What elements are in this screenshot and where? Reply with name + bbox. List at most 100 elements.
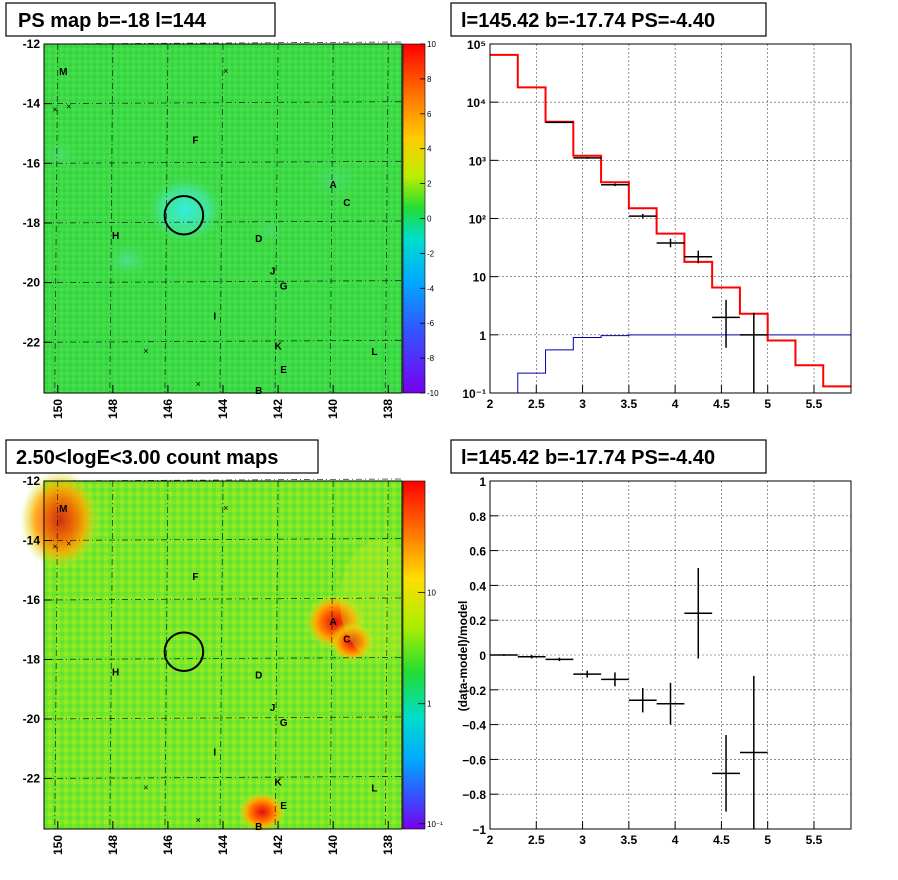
- cm-source-label-g: G: [280, 718, 288, 729]
- ps-source-cross: ×: [196, 379, 201, 389]
- cm-grid-meridian: [384, 480, 389, 830]
- ps-source-cross: ×: [66, 102, 71, 112]
- residual-x-tick-label: 2.5: [528, 833, 545, 847]
- residual-y-tick-label: 0.6: [469, 545, 486, 559]
- residual-data-point: [684, 568, 713, 659]
- cm-grid-meridian: [274, 480, 279, 830]
- cm-y-tick-label: -20: [23, 712, 41, 726]
- residual-x-tick-label: 3: [579, 833, 586, 847]
- residual-data-point: [739, 675, 768, 829]
- cm-source-label-a: A: [330, 617, 337, 628]
- residual-title-box: l=145.42 b=-17.74 PS=-4.40: [450, 439, 767, 474]
- ps-grid-meridian: [219, 43, 224, 394]
- residual-x-ticks: 2 2.5 3 3.5 4 4.5 5 5.5: [487, 821, 823, 847]
- cm-y-tick-label: -22: [23, 771, 41, 785]
- ps-y-tick-label: -22: [23, 335, 41, 349]
- cm-y-tick-label: -14: [23, 533, 41, 547]
- spectrum-data-point: [712, 299, 740, 348]
- cm-source-cross: ×: [52, 541, 57, 551]
- residual-x-tick-label: 5: [764, 833, 771, 847]
- spectrum-x-tick-label: 2: [487, 397, 494, 411]
- cm-grid-meridian: [329, 480, 334, 830]
- spectrum-y-tick-label: 10⁴: [467, 96, 486, 110]
- cm-grid-meridian: [54, 480, 59, 830]
- ps-source-cross: ×: [52, 105, 57, 115]
- ps-source-label-b: B: [255, 386, 262, 397]
- ps-grid-meridian: [164, 43, 169, 394]
- spectrum-data-points: [545, 121, 768, 393]
- spectrum-data-point: [573, 157, 602, 159]
- ps-map-area: [40, 44, 402, 393]
- spectrum-data-point: [628, 213, 657, 219]
- count-map-source-crosses: × × × × ×: [52, 503, 228, 825]
- residual-y-tick-label: 0: [479, 649, 486, 663]
- spectrum-y-tick-label: 10: [473, 271, 487, 285]
- ps-y-tick-label: -18: [23, 216, 41, 230]
- spectrum-y-tick-label: 10⁻¹: [462, 387, 486, 401]
- residual-data-point: [712, 735, 740, 812]
- ps-source-label-m: M: [59, 67, 67, 78]
- cm-x-tick-label: 144: [216, 835, 230, 855]
- count-colorbar-tick-label: 1: [427, 700, 432, 709]
- spectrum-x-tick-label: 5: [764, 397, 771, 411]
- ps-map-target-circle: [163, 194, 205, 236]
- ps-colorbar-tick-label: -10: [427, 389, 439, 398]
- ps-colorbar-tick-label: 10: [427, 40, 436, 49]
- count-map-source-labels: M F AC H D JG I K L E B: [59, 504, 377, 833]
- spectrum-title: l=145.42 b=-17.74 PS=-4.40: [461, 10, 715, 32]
- cm-source-label-m: M: [59, 504, 67, 515]
- spectrum-data-point: [601, 183, 629, 187]
- ps-x-tick-label: 150: [51, 399, 65, 419]
- ps-source-label-f: F: [192, 135, 198, 146]
- ps-map-colorbar: 10 8 6 4 2 0 -2 -4 -6 -8 -10: [402, 40, 439, 398]
- spectrum-x-tick-label: 3.5: [621, 397, 638, 411]
- cm-source-cross: ×: [223, 503, 228, 513]
- ps-map-source-crosses: × × × × ×: [52, 66, 228, 389]
- residual-y-tick-label: 0.4: [469, 579, 486, 593]
- ps-x-tick-label: 140: [326, 399, 340, 419]
- ps-map-title: PS map b=-18 l=144: [18, 10, 207, 32]
- residual-data-points: [490, 568, 768, 829]
- ps-source-label-k: K: [274, 341, 282, 352]
- cm-source-label-k: K: [274, 777, 282, 788]
- spectrum-data-point: [684, 250, 713, 264]
- ps-grid-meridian: [384, 43, 389, 394]
- cm-x-tick-label: 140: [326, 835, 340, 855]
- ps-source-label-e: E: [280, 365, 287, 376]
- ps-grid-meridian: [109, 43, 114, 394]
- cm-x-tick-label: 138: [381, 835, 395, 855]
- spectrum-x-tick-label: 4.5: [713, 397, 730, 411]
- spectrum-x-tick-label: 3: [579, 397, 586, 411]
- ps-map-title-box: PS map b=-18 l=144: [5, 2, 276, 37]
- cm-y-tick-label: -18: [23, 652, 41, 666]
- residual-y-tick-label: −0.4: [462, 719, 486, 733]
- residual-grid: [490, 481, 851, 829]
- cm-x-tick-label: 146: [161, 835, 175, 855]
- ps-colorbar-tick-label: 0: [427, 215, 432, 224]
- ps-x-tick-label: 142: [271, 399, 285, 419]
- spectrum-x-tick-label: 4: [672, 397, 679, 411]
- cm-source-label-i: I: [213, 748, 216, 759]
- count-map-panel: M F AC H D JG I K L E B × × × × × 150 148 146 144 142 140 13…: [5, 439, 443, 855]
- ps-colorbar-tick-label: -8: [427, 354, 435, 363]
- ps-source-cross: ×: [223, 66, 228, 76]
- cm-grid-meridian: [109, 480, 114, 830]
- count-map-title: 2.50<logE<3.00 count maps: [16, 447, 278, 469]
- count-map-target-circle: [163, 631, 205, 673]
- residual-panel: 2 2.5 3 3.5 4 4.5 5 5.5 −1 −0.8 −0.6 −0.4 −0.2 0 0.2 0…: [450, 439, 852, 847]
- cm-grid-meridian: [164, 480, 169, 830]
- ps-map-coordinate-grid: [43, 41, 403, 394]
- residual-y-tick-label: −0.8: [462, 788, 486, 802]
- ps-x-tick-label: 144: [216, 399, 230, 419]
- ps-colorbar-tick-label: -4: [427, 284, 435, 293]
- ps-grid-meridian: [274, 43, 279, 394]
- cm-source-cross: ×: [143, 782, 148, 792]
- spectrum-title-box: l=145.42 b=-17.74 PS=-4.40: [450, 2, 767, 37]
- residual-y-ticks: −1 −0.8 −0.6 −0.4 −0.2 0 0.2 0.4 0.6 0.8 1: [462, 475, 498, 837]
- ps-x-tick-label: 146: [161, 399, 175, 419]
- cm-source-label-f: F: [192, 572, 198, 583]
- cm-source-cross: ×: [66, 538, 71, 548]
- cm-source-label-e: E: [280, 801, 287, 812]
- ps-colorbar-tick-label: 2: [427, 180, 432, 189]
- count-colorbar-tick-label: 10⁻¹: [427, 820, 443, 829]
